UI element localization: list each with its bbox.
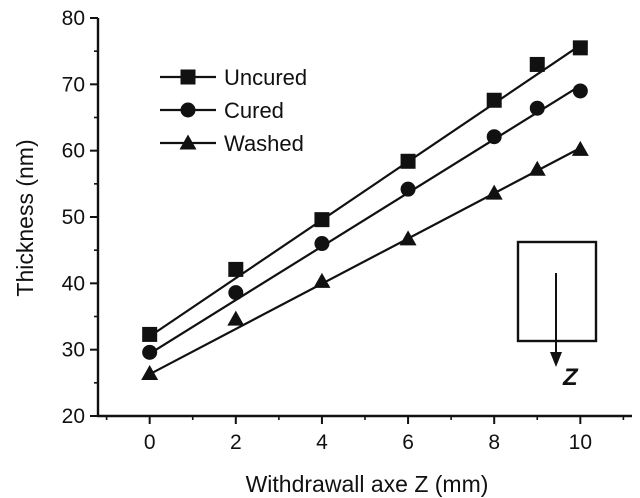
- inset-diagram: Z: [516, 240, 598, 391]
- series-uncured: [142, 40, 588, 342]
- fit-line-cured: [149, 84, 581, 355]
- y-tick-label: 30: [62, 339, 85, 362]
- legend-item-uncured: Uncured: [160, 65, 307, 90]
- y-tick-label: 40: [62, 272, 85, 295]
- x-axis-title: Withdrawall axe Z (mm): [246, 471, 489, 497]
- x-tick-label: 8: [488, 431, 500, 454]
- series-washed: [141, 140, 589, 381]
- legend: Uncured Cured Washed: [160, 65, 307, 156]
- series-layer: [141, 40, 589, 381]
- data-point-washed: [313, 272, 331, 288]
- data-point-cured: [314, 236, 330, 252]
- x-tick-label: 2: [230, 431, 242, 454]
- data-point-cured: [142, 344, 158, 360]
- y-tick-label: 80: [62, 7, 85, 30]
- y-tick-label: 70: [62, 73, 85, 96]
- data-point-uncured: [572, 40, 588, 56]
- legend-item-cured: Cured: [160, 98, 284, 123]
- data-point-cured: [228, 285, 244, 301]
- legend-marker-washed: [179, 134, 197, 150]
- legend-item-washed: Washed: [160, 131, 304, 156]
- legend-label-uncured: Uncured: [224, 65, 307, 90]
- data-point-uncured: [228, 261, 244, 277]
- x-tick-label: 4: [316, 431, 328, 454]
- y-axis-title: Thickness (nm): [12, 139, 38, 296]
- y-tick-label: 50: [62, 206, 85, 229]
- fit-line-uncured: [149, 44, 581, 338]
- inset-arrow-head: [550, 352, 562, 367]
- axes: 20 30 40 50 60 70 80 0 2 4 6 8 10: [62, 7, 632, 454]
- inset-z-label: Z: [562, 364, 579, 391]
- data-point-washed: [571, 140, 589, 156]
- y-tick-label: 60: [62, 140, 85, 163]
- data-point-washed: [485, 184, 503, 200]
- x-tick-label: 0: [144, 431, 156, 454]
- data-point-uncured: [314, 212, 330, 228]
- data-point-uncured: [529, 56, 545, 72]
- series-cured: [142, 83, 588, 360]
- data-point-uncured: [486, 92, 502, 108]
- data-point-cured: [400, 181, 416, 197]
- data-point-uncured: [400, 153, 416, 169]
- data-point-cured: [572, 83, 588, 99]
- data-point-cured: [486, 129, 502, 145]
- legend-marker-cured: [180, 102, 196, 118]
- data-point-washed: [141, 365, 159, 381]
- data-point-cured: [529, 100, 545, 116]
- x-tick-label: 6: [402, 431, 414, 454]
- legend-label-cured: Cured: [224, 98, 284, 123]
- legend-marker-uncured: [180, 69, 196, 85]
- data-point-washed: [528, 160, 546, 176]
- data-point-uncured: [142, 326, 158, 342]
- data-point-washed: [399, 230, 417, 246]
- legend-label-washed: Washed: [224, 131, 304, 156]
- y-tick-label: 20: [62, 405, 85, 428]
- data-point-washed: [227, 310, 245, 326]
- x-tick-label: 10: [569, 431, 592, 454]
- fit-line-washed: [149, 147, 581, 376]
